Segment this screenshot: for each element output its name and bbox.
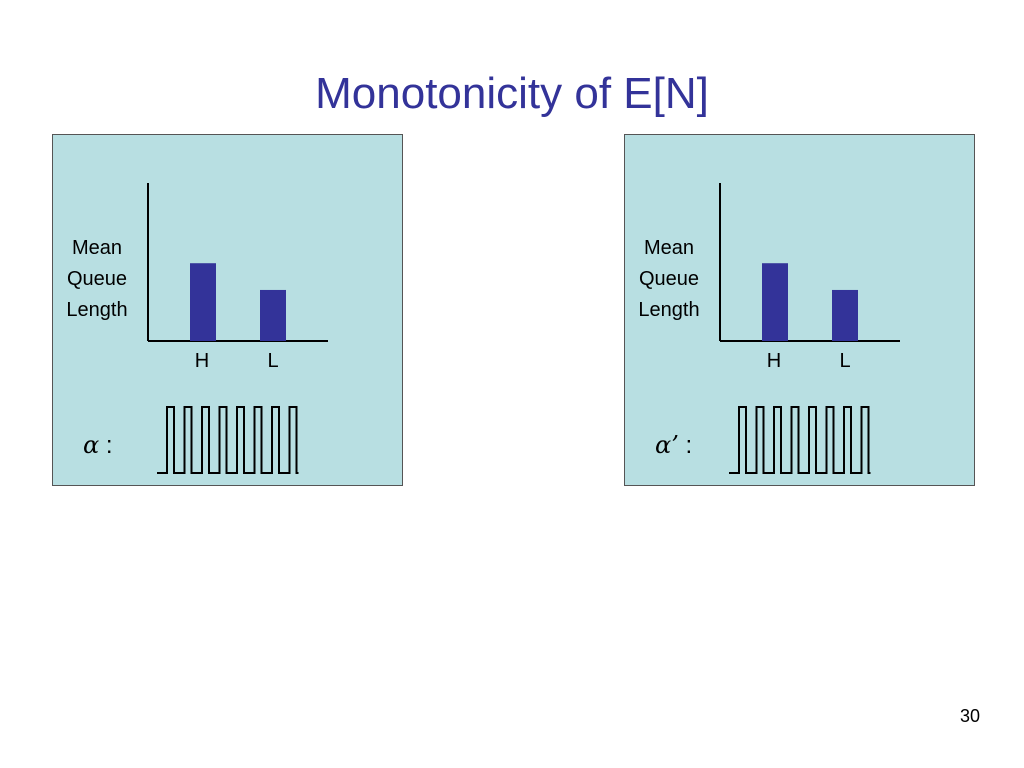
x-tick-label-l: L	[839, 350, 850, 372]
policy-symbol: α	[83, 431, 99, 459]
x-tick-label-l: L	[267, 350, 278, 372]
policy-label: α :	[83, 431, 113, 459]
slide-title: Monotonicity of E[N]	[315, 69, 709, 118]
square-wave	[157, 406, 299, 474]
bar-l	[832, 289, 858, 341]
page-number: 30	[959, 706, 980, 726]
y-axis-label-text: Mean Queue Length	[66, 237, 127, 321]
x-tick-label-h: H	[767, 350, 781, 372]
policy-symbol: α’	[655, 431, 679, 459]
policy-colon: :	[679, 432, 692, 459]
y-axis-label-line: Mean	[72, 237, 122, 259]
policy-label: α’ :	[655, 431, 692, 459]
y-axis-label-line: Mean	[644, 237, 694, 259]
y-axis-label-line: Queue	[639, 268, 699, 290]
y-axis-label: Mean Queue Length	[66, 237, 127, 321]
x-tick-label-h: H	[195, 350, 209, 372]
square-wave	[729, 406, 871, 474]
policy-colon: :	[99, 432, 112, 459]
bars	[190, 263, 286, 341]
y-axis-label-line: Queue	[67, 268, 127, 290]
y-axis-label: Mean Queue Length	[638, 237, 699, 321]
y-axis-label-line: Length	[66, 299, 127, 321]
bar-h	[762, 263, 788, 341]
bar-h	[190, 263, 216, 341]
y-axis-label-text: Mean Queue Length	[638, 237, 699, 321]
y-axis-label-line: Length	[638, 299, 699, 321]
bar-l	[260, 289, 286, 341]
bars	[762, 263, 858, 341]
